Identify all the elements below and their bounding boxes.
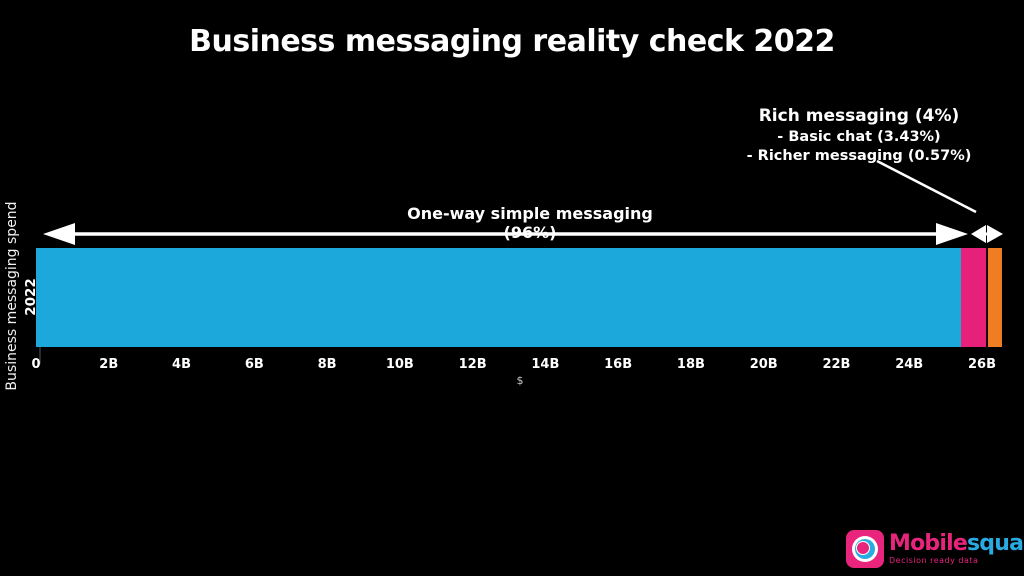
x-tick-22B: 22B (822, 357, 851, 372)
x-tick-2B: 2B (99, 357, 119, 372)
logo-dot (856, 541, 870, 555)
bar-segment-basic-chat (960, 248, 987, 347)
bar-segment-richer-messaging (986, 248, 1002, 347)
x-axis-label: $ (516, 374, 524, 387)
x-tick-14B: 14B (531, 357, 560, 372)
rich-messaging-annotation: Rich messaging (4%) - Basic chat (3.43%)… (700, 104, 1018, 166)
one-way-messaging-label: One-way simple messaging (96%) (407, 204, 653, 242)
stacked-bar (36, 248, 1002, 347)
x-tick-24B: 24B (895, 357, 924, 372)
x-tick-8B: 8B (317, 357, 337, 372)
annotation-pointer-line (876, 159, 977, 214)
brand-name-mobile: Mobile (889, 531, 968, 556)
bar-segment-one-way-simple-messaging (36, 248, 961, 347)
x-tick-0: 0 (31, 357, 41, 372)
x-tick-20B: 20B (749, 357, 778, 372)
rich-range-arrow (971, 225, 1003, 243)
brand-name: Mobilesquared (889, 533, 1024, 555)
x-tick-4B: 4B (172, 357, 192, 372)
y-axis-label: Business messaging spend (4, 201, 20, 391)
x-axis-ticks: 0 2B 4B 6B 8B 10B 12B 14B 16B 18B 20B 22B 24B 26B (31, 357, 996, 375)
x-tick-6B: 6B (244, 357, 264, 372)
brand-name-squared: squared (966, 531, 1024, 556)
x-tick-16B: 16B (604, 357, 633, 372)
logo-text: Mobilesquared Decision ready data (889, 533, 1024, 565)
chart-title: Business messaging reality check 2022 (189, 24, 835, 59)
mobilesquared-logo-icon (846, 530, 884, 568)
mobilesquared-logo: Mobilesquared Decision ready data (846, 527, 1024, 571)
richer-messaging-item: - Richer messaging (0.57%) (746, 148, 972, 164)
basic-chat-item: - Basic chat (3.43%) (777, 129, 941, 145)
x-tick-12B: 12B (458, 357, 487, 372)
x-tick-10B: 10B (385, 357, 414, 372)
logo-ring (852, 536, 878, 562)
x-tick-18B: 18B (676, 357, 705, 372)
logo-tagline: Decision ready data (889, 556, 979, 565)
x-tick-26B: 26B (968, 357, 996, 372)
rich-messaging-heading: Rich messaging (4%) (758, 106, 960, 126)
